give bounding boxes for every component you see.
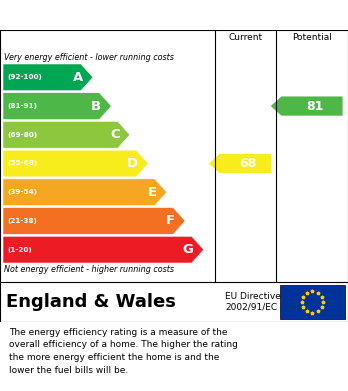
- Polygon shape: [3, 179, 167, 206]
- Polygon shape: [3, 93, 111, 119]
- Text: C: C: [110, 128, 120, 141]
- Text: D: D: [127, 157, 138, 170]
- Polygon shape: [3, 208, 185, 234]
- Polygon shape: [3, 150, 148, 177]
- Text: England & Wales: England & Wales: [6, 293, 176, 311]
- Text: Not energy efficient - higher running costs: Not energy efficient - higher running co…: [4, 265, 174, 274]
- Text: (55-68): (55-68): [7, 160, 37, 167]
- Text: The energy efficiency rating is a measure of the
overall efficiency of a home. T: The energy efficiency rating is a measur…: [9, 328, 238, 375]
- Text: (81-91): (81-91): [7, 103, 37, 109]
- Text: (21-38): (21-38): [7, 218, 37, 224]
- Polygon shape: [3, 64, 93, 91]
- Text: 81: 81: [306, 100, 324, 113]
- Text: Energy Efficiency Rating: Energy Efficiency Rating: [9, 7, 230, 23]
- Text: F: F: [166, 214, 175, 228]
- Polygon shape: [3, 236, 204, 263]
- Text: (39-54): (39-54): [7, 189, 37, 195]
- Text: 68: 68: [239, 157, 257, 170]
- Text: A: A: [72, 71, 83, 84]
- Polygon shape: [3, 122, 130, 148]
- Text: (1-20): (1-20): [7, 247, 32, 253]
- Text: B: B: [91, 100, 101, 113]
- Text: EU Directive
2002/91/EC: EU Directive 2002/91/EC: [225, 292, 281, 312]
- Text: Very energy efficient - lower running costs: Very energy efficient - lower running co…: [4, 53, 174, 62]
- Text: Potential: Potential: [292, 33, 332, 42]
- Text: G: G: [183, 243, 193, 256]
- Text: Current: Current: [228, 33, 263, 42]
- Text: E: E: [148, 186, 157, 199]
- Text: (92-100): (92-100): [7, 74, 42, 81]
- Polygon shape: [271, 97, 342, 116]
- Text: (69-80): (69-80): [7, 132, 37, 138]
- Polygon shape: [209, 154, 271, 173]
- Bar: [280, 285, 345, 319]
